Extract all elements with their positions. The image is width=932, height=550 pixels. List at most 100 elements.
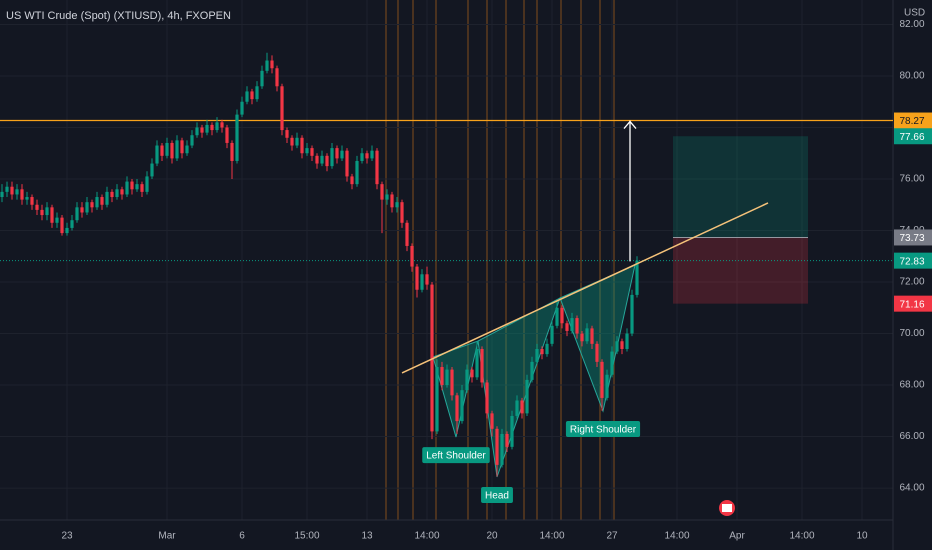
stop-zone (673, 237, 808, 304)
candle-body (265, 60, 269, 71)
price-label: 78.27 (899, 116, 924, 127)
pattern-label: Right Shoulder (565, 421, 641, 438)
candle-body (505, 433, 509, 447)
candle-body (85, 202, 89, 213)
candle-body (595, 343, 599, 362)
x-tick-label: 14:00 (414, 531, 439, 542)
candle-body (65, 227, 69, 234)
x-tick-label: 6 (239, 531, 245, 542)
candle-body (40, 209, 44, 216)
candle-body (520, 400, 524, 414)
candle-body (20, 189, 24, 200)
candle-body (440, 367, 444, 386)
candle-body (280, 86, 284, 131)
x-tick-label: 10 (856, 531, 868, 542)
candle-body (635, 260, 639, 295)
candle-body (555, 307, 559, 326)
candle-body (25, 197, 29, 200)
candle-body (625, 333, 629, 349)
candle-body (315, 155, 319, 164)
candle-body (100, 197, 104, 205)
price-label: 73.73 (899, 233, 924, 244)
candle-body (585, 328, 589, 342)
candle-body (185, 145, 189, 154)
candle-body (80, 207, 84, 213)
candle-body (425, 274, 429, 285)
candle-body (620, 341, 624, 349)
candle-body (135, 184, 139, 190)
candle-body (130, 181, 134, 190)
y-tick-label: 82.00 (899, 19, 924, 30)
candle-body (245, 91, 249, 102)
candle-body (345, 150, 349, 177)
candle-body (115, 189, 119, 198)
candle-body (630, 294, 634, 334)
price-label: 77.66 (899, 132, 924, 143)
candle-body (365, 153, 369, 159)
x-tick-label: 27 (606, 531, 618, 542)
y-tick-label: 70.00 (899, 328, 924, 339)
candle-body (330, 148, 334, 167)
candle-body (210, 124, 214, 131)
candle-body (420, 274, 424, 290)
y-tick-label: 72.00 (899, 277, 924, 288)
candle-body (460, 390, 464, 422)
candle-body (575, 318, 579, 334)
candle-body (355, 160, 359, 185)
candle-body (470, 369, 474, 378)
candle-body (30, 197, 34, 205)
label-box (422, 447, 490, 464)
candle-body (580, 333, 584, 342)
candle-body (340, 150, 344, 159)
candle-body (160, 145, 164, 156)
pattern-label-text: Head (485, 491, 509, 502)
pattern-label: Left Shoulder (422, 447, 490, 464)
candle-body (50, 207, 54, 223)
candle-body (290, 137, 294, 146)
price-label-box (894, 229, 932, 246)
candle-body (615, 341, 619, 352)
candle-body (55, 217, 59, 223)
candle-body (260, 70, 264, 87)
arrow-head (623, 120, 637, 129)
candle-body (500, 433, 504, 465)
candle-body (190, 135, 194, 146)
candle-body (320, 155, 324, 164)
candle-body (400, 202, 404, 223)
y-tick-label: 66.00 (899, 431, 924, 442)
candle-body (120, 189, 124, 195)
candle-body (550, 325, 554, 344)
candle-body (390, 194, 394, 208)
candle-body (475, 348, 479, 378)
candle-body (10, 186, 14, 195)
candle-body (535, 348, 539, 362)
candle-body (195, 127, 199, 136)
candle-body (405, 222, 409, 246)
candle-body (610, 351, 614, 375)
candle-body (325, 155, 329, 167)
candle-body (465, 369, 469, 391)
candle-body (60, 217, 64, 234)
candle-body (445, 369, 449, 386)
candle-body (380, 184, 384, 200)
candle-body (15, 189, 19, 195)
candle-body (375, 150, 379, 185)
candle-body (285, 130, 289, 138)
candle-body (70, 220, 74, 228)
candle-body (5, 186, 9, 192)
candle-body (335, 148, 339, 159)
candle-body (175, 140, 179, 159)
x-tick-label: Apr (729, 531, 745, 542)
candle-body (150, 163, 154, 177)
candle-body (540, 348, 544, 355)
candle-body (235, 114, 239, 161)
candle-body (230, 142, 234, 161)
candle-body (360, 153, 364, 161)
candle-body (140, 184, 144, 192)
candle-body (125, 181, 129, 195)
candle-body (155, 145, 159, 164)
candle-body (310, 148, 314, 156)
x-tick-label: 13 (361, 531, 373, 542)
y-tick-label: 76.00 (899, 174, 924, 185)
